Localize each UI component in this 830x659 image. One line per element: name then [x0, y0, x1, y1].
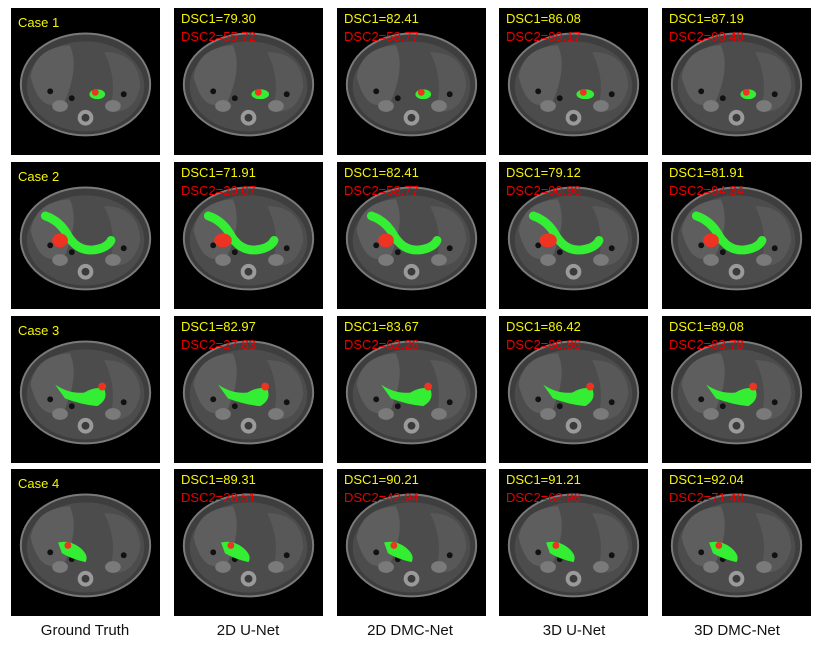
dsc1-score: DSC1=82.41 — [344, 11, 419, 26]
ct-slice-image: Case 4 — [11, 469, 160, 616]
ct-slice-image: Case 2 — [11, 162, 160, 309]
dsc1-score: DSC1=79.12 — [506, 165, 581, 180]
dsc1-score: DSC1=92.04 — [669, 472, 744, 487]
dsc1-score: DSC1=90.21 — [344, 472, 419, 487]
dsc1-score: DSC1=81.91 — [669, 165, 744, 180]
dsc2-score: DSC2=58.77 — [344, 29, 419, 44]
dsc2-score: DSC2=62.26 — [344, 337, 419, 352]
column-label: 3D U-Net — [542, 622, 606, 639]
ct-slice-image: DSC1=86.08 DSC2=89.17 — [499, 8, 648, 155]
dsc2-score: DSC2=20.07 — [181, 183, 256, 198]
dsc2-score: DSC2=58.77 — [344, 183, 419, 198]
dsc1-score: DSC1=79.30 — [181, 11, 256, 26]
ct-slice-image: DSC1=79.12 DSC2=90.96 — [499, 162, 648, 309]
ct-slice-image: Case 3 — [11, 316, 160, 463]
dsc2-score: DSC2=27.83 — [181, 337, 256, 352]
ct-slice-image: DSC1=87.19 DSC2=90.40 — [662, 8, 811, 155]
ct-slice-image: DSC1=89.31 DSC2=28.51 — [174, 469, 323, 616]
ct-slice-image: DSC1=83.67 DSC2=62.26 — [337, 316, 486, 463]
ct-slice-image: DSC1=82.41 DSC2=58.77 — [337, 162, 486, 309]
ct-slice-image: DSC1=90.21 DSC2=42.94 — [337, 469, 486, 616]
ct-slice-image: Case 1 — [11, 8, 160, 155]
dsc2-score: DSC2=42.94 — [344, 490, 419, 505]
dsc1-score: DSC1=87.19 — [669, 11, 744, 26]
dsc2-score: DSC2=62.96 — [506, 490, 581, 505]
dsc2-score: DSC2=55.72 — [181, 29, 256, 44]
ct-slice-image: DSC1=71.91 DSC2=20.07 — [174, 162, 323, 309]
dsc2-score: DSC2=71.40 — [669, 490, 744, 505]
dsc2-score: DSC2=83.78 — [669, 337, 744, 352]
dsc1-score: DSC1=89.31 — [181, 472, 256, 487]
case-label: Case 1 — [18, 15, 60, 30]
ct-slice-image: DSC1=82.41 DSC2=58.77 — [337, 8, 486, 155]
ct-slice-image: DSC1=81.91 DSC2=94.34 — [662, 162, 811, 309]
dsc1-score: DSC1=91.21 — [506, 472, 581, 487]
dsc1-score: DSC1=71.91 — [181, 165, 256, 180]
dsc1-score: DSC1=86.42 — [506, 319, 581, 334]
comparison-grid: Case 1 DSC1=79.30 DSC2=55.72 DSC1=82.41 DSC2… — [11, 8, 811, 616]
column-label: 2D DMC-Net — [367, 622, 453, 639]
dsc2-score: DSC2=90.96 — [506, 183, 581, 198]
dsc2-score: DSC2=28.51 — [181, 490, 256, 505]
ct-slice-image: DSC1=86.42 DSC2=80.86 — [499, 316, 648, 463]
dsc1-score: DSC1=89.08 — [669, 319, 744, 334]
case-label: Case 3 — [18, 323, 60, 338]
ct-slice-image: DSC1=79.30 DSC2=55.72 — [174, 8, 323, 155]
ct-slice-image: DSC1=82.97 DSC2=27.83 — [174, 316, 323, 463]
ct-slice-image: DSC1=92.04 DSC2=71.40 — [662, 469, 811, 616]
dsc1-score: DSC1=82.97 — [181, 319, 256, 334]
dsc1-score: DSC1=86.08 — [506, 11, 581, 26]
dsc2-score: DSC2=80.86 — [506, 337, 581, 352]
dsc2-score: DSC2=89.17 — [506, 29, 581, 44]
ct-slice-image: DSC1=89.08 DSC2=83.78 — [662, 316, 811, 463]
case-label: Case 2 — [18, 169, 60, 184]
column-label: 2D U-Net — [216, 622, 280, 639]
dsc1-score: DSC1=83.67 — [344, 319, 419, 334]
dsc2-score: DSC2=94.34 — [669, 183, 744, 198]
case-label: Case 4 — [18, 476, 60, 491]
column-label: 3D DMC-Net — [694, 622, 780, 639]
dsc2-score: DSC2=90.40 — [669, 29, 744, 44]
column-label: Ground Truth — [40, 622, 130, 639]
ct-slice-image: DSC1=91.21 DSC2=62.96 — [499, 469, 648, 616]
dsc1-score: DSC1=82.41 — [344, 165, 419, 180]
